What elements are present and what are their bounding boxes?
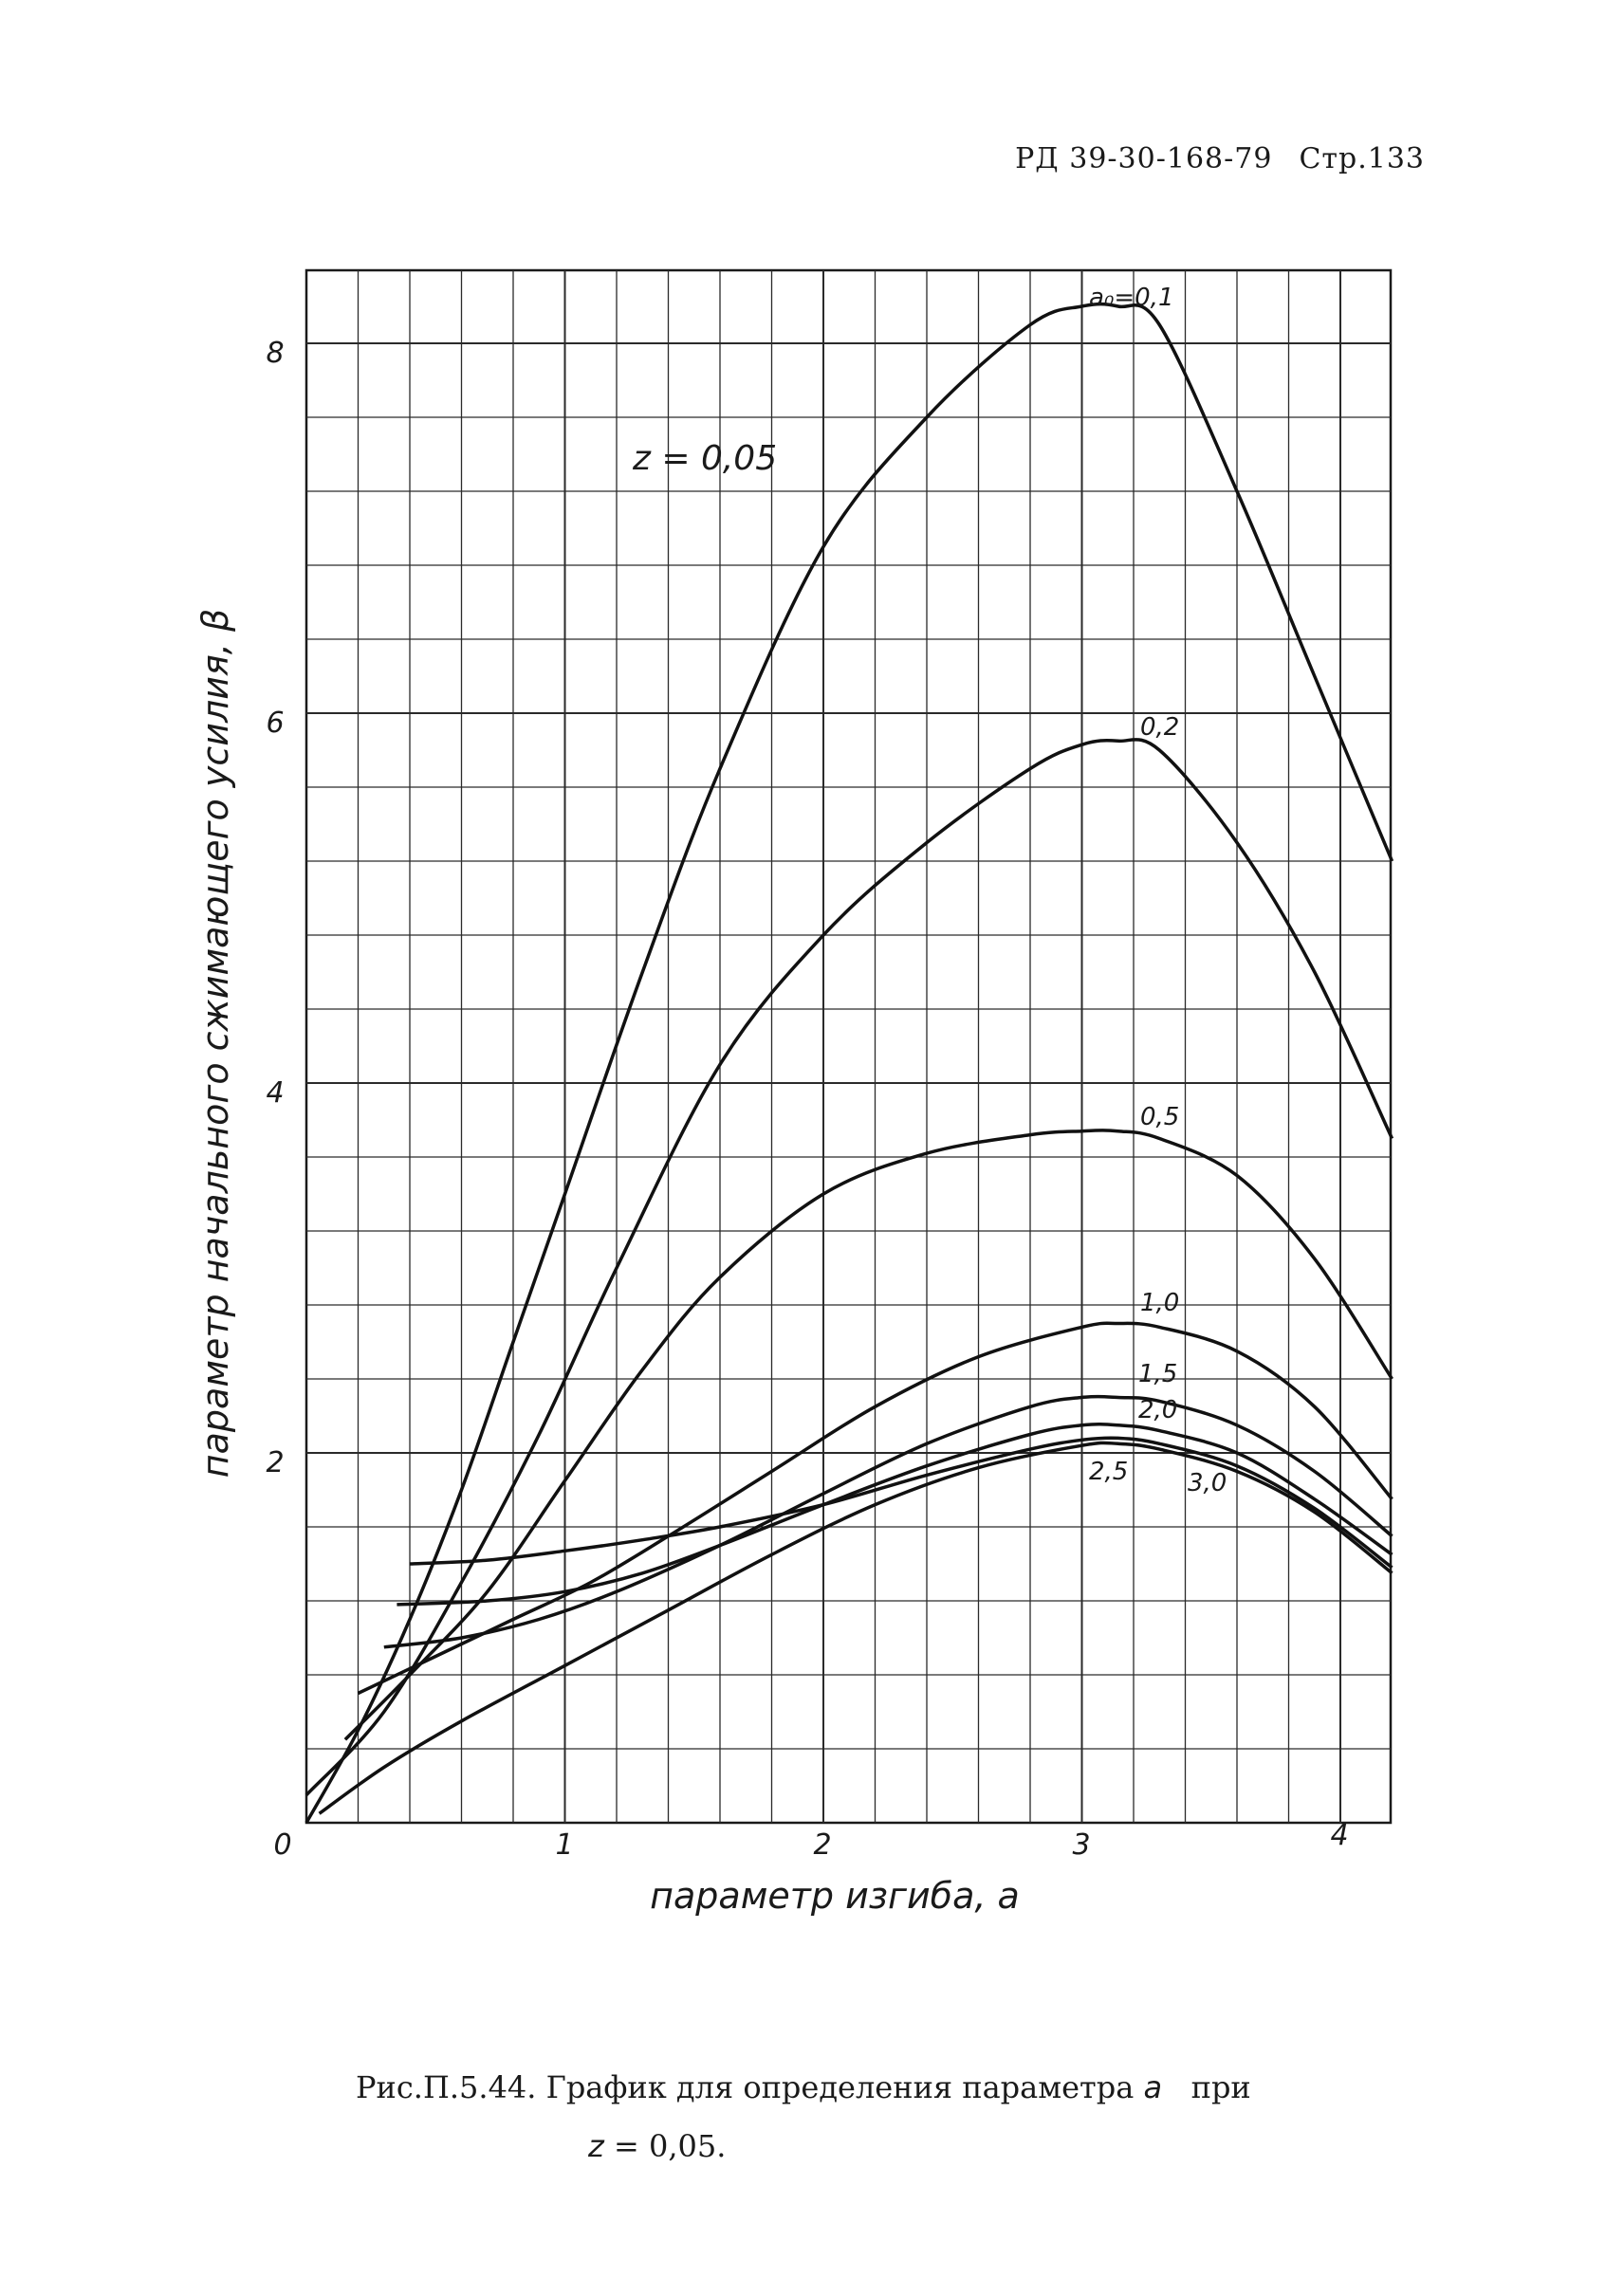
curve-label: 2,5 [1089,1458,1128,1486]
parameter-annotation: z = 0,05 [632,439,777,478]
curve-label: 1,0 [1140,1289,1179,1317]
curve-label: a₀=0,1 [1089,284,1174,312]
page-number: Стр.133 [1299,142,1425,175]
series-line [304,738,1394,1796]
x-tick-label: 2 [813,1828,831,1862]
y-tick-label: 6 [266,707,284,740]
caption-text-end: при [1190,2069,1251,2105]
series-line [357,1321,1393,1696]
series-line [318,1441,1393,1815]
x-tick-label: 1 [555,1828,573,1862]
x-tick-label: 3 [1072,1828,1090,1862]
series-line [304,302,1394,1824]
caption-line-2: z = 0,05. [356,2117,1251,2176]
curve-label: 1,5 [1138,1360,1177,1388]
x-tick-label: 4 [1330,1819,1348,1852]
series-line [409,1436,1393,1570]
x-tick-label: 0 [273,1828,291,1862]
caption-value: = 0,05. [613,2128,727,2164]
document-code: РД 39-30-168-79 [1015,142,1273,175]
caption-variable-a: a [1143,2069,1163,2105]
chart: 0 1 2 3 4 2 4 6 8 параметр изгиба, a пар… [194,268,1394,1917]
curves [304,302,1394,1824]
y-axis-title: параметр начального сжимающего усилия, β [194,609,236,1478]
caption-text: Рис.П.5.44. График для определения парам… [356,2069,1135,2105]
curve-label: 0,2 [1140,713,1179,742]
curve-label: 0,5 [1140,1103,1179,1131]
series-line [383,1394,1393,1649]
y-tick-label: 4 [266,1076,284,1110]
curve-label: 3,0 [1188,1469,1227,1497]
series-line [397,1423,1393,1607]
y-tick-label: 2 [266,1446,284,1479]
curve-label: 2,0 [1138,1396,1177,1424]
figure-caption: Рис.П.5.44. График для определения парам… [356,2058,1251,2176]
x-axis-title: параметр изгиба, a [650,1875,1020,1917]
series-line [343,1129,1393,1741]
y-tick-label: 8 [266,337,284,370]
document-header: РД 39-30-168-79 Стр.133 [988,142,1425,175]
plot-frame [304,268,1393,1825]
caption-line-1: Рис.П.5.44. График для определения парам… [356,2058,1251,2117]
caption-variable-z: z [588,2128,604,2164]
grid [306,270,1391,1823]
